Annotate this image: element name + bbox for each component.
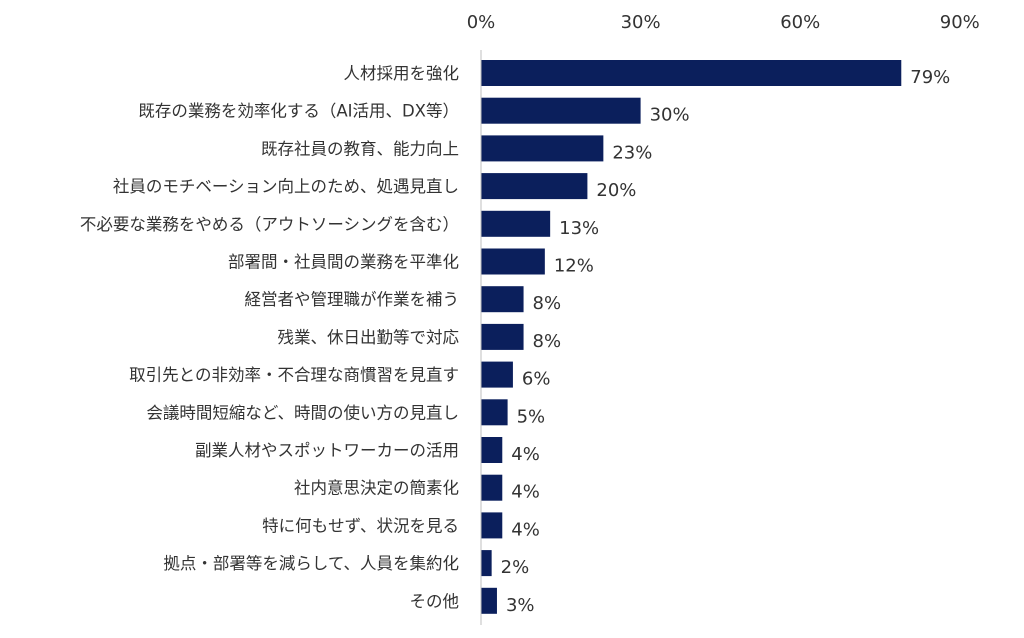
bars-group: [481, 60, 902, 614]
value-label: 6%: [522, 369, 551, 390]
x-tick-label: 30%: [621, 12, 661, 33]
value-label: 3%: [506, 595, 535, 616]
category-label: 既存の業務を効率化する（AI活用、DX等）: [138, 102, 459, 121]
bar: [481, 437, 503, 463]
value-label: 5%: [517, 406, 546, 427]
value-label: 30%: [650, 105, 690, 126]
x-tick-label: 90%: [940, 12, 980, 33]
category-label: 拠点・部署等を減らして、人員を集約化: [163, 554, 459, 573]
value-label: 4%: [511, 519, 540, 540]
x-tick-label: 60%: [780, 12, 820, 33]
category-label: 取引先との非効率・不合理な商慣習を見直す: [129, 366, 459, 385]
bar: [481, 60, 902, 86]
bar: [481, 248, 545, 275]
bar: [481, 323, 524, 350]
value-label: 79%: [910, 67, 950, 88]
x-axis-ticks: 0% 30% 60% 90%: [467, 12, 980, 33]
value-label: 13%: [559, 218, 599, 239]
bar: [481, 587, 497, 614]
category-label: 経営者や管理職が作業を補う: [245, 290, 460, 309]
bar: [481, 286, 524, 313]
value-label: 23%: [612, 142, 652, 163]
category-label: 社内意思決定の簡素化: [294, 479, 459, 498]
category-label: その他: [410, 592, 460, 611]
category-label: 既存社員の教育、能力向上: [261, 139, 459, 158]
bar: [481, 173, 588, 200]
value-label: 4%: [511, 482, 540, 503]
category-label: 残業、休日出勤等で対応: [278, 328, 460, 347]
value-label: 4%: [511, 444, 540, 465]
value-label: 8%: [533, 331, 562, 352]
bar: [481, 399, 508, 426]
category-label: 不必要な業務をやめる（アウトソーシングを含む）: [80, 215, 459, 234]
bar: [481, 550, 492, 577]
value-labels: 79% 30% 23% 20% 13% 12% 8% 8% 6% 5% 4% 4% 4% 2% 3%: [501, 67, 951, 616]
bar: [481, 135, 604, 162]
value-label: 8%: [533, 293, 562, 314]
category-label: 副業人材やスポットワーカーの活用: [195, 441, 459, 460]
bar: [481, 210, 551, 237]
category-label: 部署間・社員間の業務を平準化: [228, 253, 459, 272]
value-label: 20%: [596, 180, 636, 201]
value-label: 2%: [501, 557, 530, 578]
bar: [481, 512, 503, 539]
value-label: 12%: [554, 256, 594, 277]
bar: [481, 474, 503, 501]
category-label: 人材採用を強化: [344, 64, 460, 83]
category-label: 会議時間短縮など、時間の使い方の見直し: [146, 403, 459, 422]
category-label: 社員のモチベーション向上のため、処遇見直し: [113, 177, 459, 196]
bar: [481, 361, 513, 388]
x-tick-label: 0%: [467, 12, 496, 33]
category-label: 特に何もせず、状況を見る: [262, 516, 459, 535]
bar: [481, 97, 641, 124]
